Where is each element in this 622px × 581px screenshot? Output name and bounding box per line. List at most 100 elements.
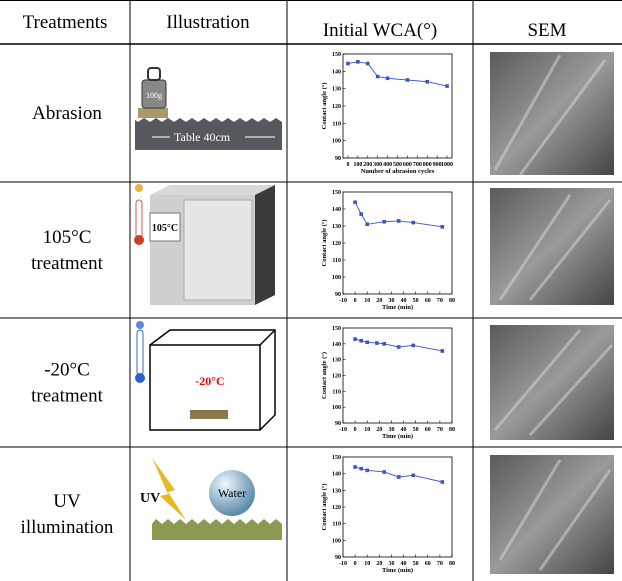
y-tick-label: 120 (332, 104, 341, 110)
x-tick-label: 1000 (441, 162, 453, 168)
data-point (353, 337, 357, 341)
y-tick-label: 150 (332, 326, 341, 332)
y-axis-label: Contact angle (°) (321, 82, 328, 129)
treatment-label: 105°C (43, 227, 92, 248)
header-cell: Treatments (23, 12, 108, 33)
data-line (348, 62, 447, 86)
data-point (353, 465, 357, 469)
data-point (353, 200, 357, 204)
table-label: Table 40cm (174, 130, 231, 144)
plot-frame (343, 457, 452, 557)
x-tick-label: 10 (364, 427, 370, 433)
treatment-label: treatment (31, 253, 103, 274)
data-point (375, 341, 379, 345)
plot-frame (343, 192, 452, 294)
sem-images (490, 52, 614, 574)
y-tick-label: 120 (332, 505, 341, 511)
data-point (425, 80, 429, 84)
x-tick-label: 50 (413, 427, 419, 433)
data-point (441, 349, 445, 353)
treatment-label: -20°C (44, 360, 90, 381)
x-tick-label: 80 (449, 427, 455, 433)
treatment-label: illumination (21, 517, 114, 538)
x-tick-label: 60 (425, 298, 431, 304)
uv-illustration: UV Water (140, 458, 282, 540)
y-tick-label: 100 (332, 538, 341, 544)
y-axis-label: Contact angle (°) (321, 483, 328, 530)
data-point (445, 84, 449, 88)
x-tick-label: -10 (339, 561, 347, 567)
y-tick-label: 150 (332, 190, 341, 196)
data-point (365, 223, 369, 227)
y-tick-label: 100 (332, 275, 341, 281)
y-tick-label: 130 (332, 224, 341, 230)
y-tick-label: 120 (332, 374, 341, 380)
y-tick-label: 140 (332, 69, 341, 75)
oven-illustration: 105°C (134, 184, 275, 305)
weight-label: 100g (146, 91, 162, 100)
y-tick-label: 120 (332, 241, 341, 247)
header-cell: SEM (527, 20, 566, 41)
x-tick-label: 80 (449, 298, 455, 304)
plot-frame (343, 54, 452, 158)
freezer-illustration: -20°C (135, 321, 275, 430)
data-point (365, 469, 369, 473)
data-point (382, 220, 386, 224)
oven-label: 105°C (152, 223, 178, 234)
abrasion-illustration: 100g Table 40cm (135, 68, 282, 150)
x-tick-label: 80 (449, 561, 455, 567)
x-tick-label: 0 (354, 427, 357, 433)
x-tick-label: 0 (354, 561, 357, 567)
plot-frame (343, 328, 452, 423)
data-point (366, 62, 370, 66)
y-tick-label: 110 (332, 121, 341, 127)
y-tick-label: 100 (332, 139, 341, 145)
y-tick-label: 110 (332, 522, 341, 528)
data-point (397, 475, 401, 479)
y-tick-label: 150 (332, 52, 341, 58)
x-tick-label: 0 (354, 298, 357, 304)
data-point (397, 345, 401, 349)
y-tick-label: 130 (332, 87, 341, 93)
data-point (365, 340, 369, 344)
y-tick-label: 140 (332, 342, 341, 348)
y-tick-label: 90 (335, 156, 341, 162)
data-point (406, 78, 410, 82)
x-tick-label: 70 (437, 561, 443, 567)
x-axis-label: Time (min) (382, 304, 413, 311)
water-label: Water (218, 486, 246, 500)
data-point (382, 470, 386, 474)
x-tick-label: 70 (437, 427, 443, 433)
x-tick-label: 60 (425, 561, 431, 567)
header-cell: Initial WCA(°) (323, 20, 437, 41)
data-point (359, 212, 363, 216)
treatment-label: treatment (31, 386, 103, 407)
y-axis-label: Contact angle (°) (321, 352, 328, 399)
data-point (441, 480, 445, 484)
uv-label: UV (140, 491, 160, 506)
y-tick-label: 100 (332, 405, 341, 411)
data-point (411, 344, 415, 348)
x-axis-label: Time (min) (382, 567, 413, 574)
x-tick-label: -10 (339, 298, 347, 304)
y-tick-label: 140 (332, 207, 341, 213)
treatment-label: Abrasion (32, 103, 102, 124)
y-tick-label: 140 (332, 472, 341, 478)
data-point (411, 474, 415, 478)
x-tick-label: -10 (339, 427, 347, 433)
treatment-label: UV (53, 491, 81, 512)
freezer-label: -20°C (195, 374, 224, 388)
data-point (397, 219, 401, 223)
x-axis-label: Time (min) (382, 433, 413, 440)
y-tick-label: 130 (332, 488, 341, 494)
y-tick-label: 110 (332, 389, 341, 395)
data-point (356, 60, 360, 64)
data-point (359, 339, 363, 343)
data-point (376, 75, 380, 79)
y-tick-label: 150 (332, 455, 341, 461)
y-tick-label: 110 (332, 258, 341, 264)
header-cell: Illustration (166, 12, 250, 33)
x-tick-label: 50 (413, 561, 419, 567)
x-tick-label: 50 (413, 298, 419, 304)
x-axis-label: Number of abrasion cycles (361, 168, 435, 175)
